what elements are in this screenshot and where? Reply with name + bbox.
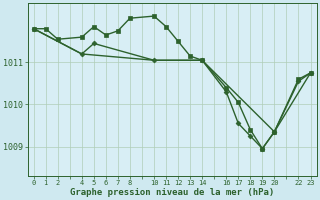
X-axis label: Graphe pression niveau de la mer (hPa): Graphe pression niveau de la mer (hPa): [70, 188, 274, 197]
